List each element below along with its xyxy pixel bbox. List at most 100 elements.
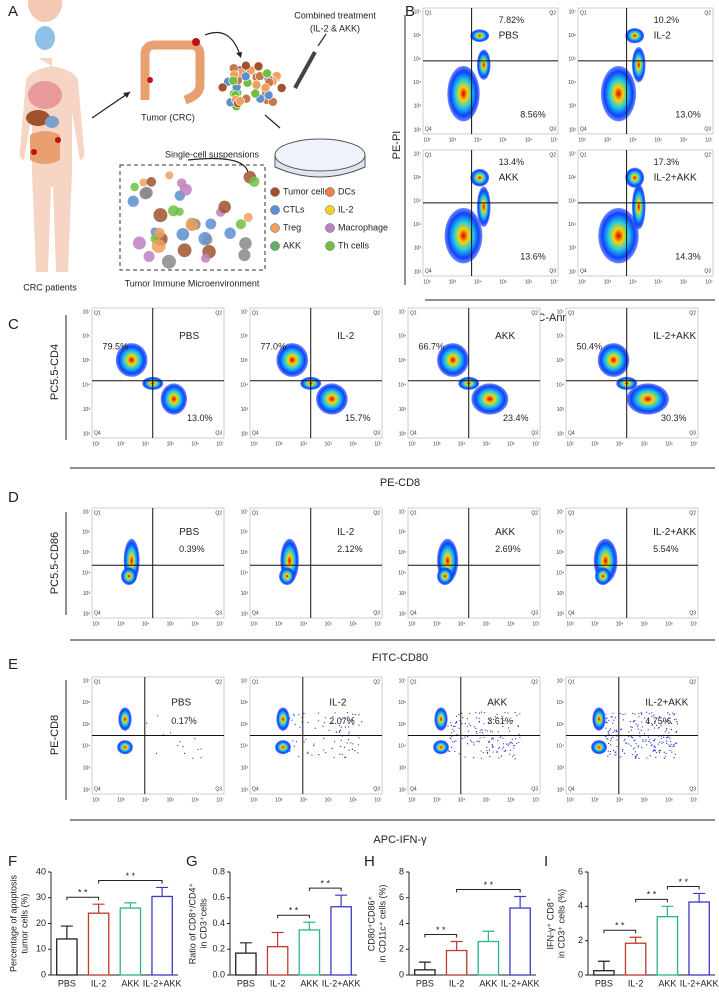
event-dot <box>507 727 510 729</box>
density-blob <box>118 707 132 731</box>
event-dot <box>646 744 648 746</box>
event-dot <box>612 731 614 734</box>
density-blob <box>592 707 606 731</box>
quadrant-label: Q4 <box>568 786 575 792</box>
quadrant-percent: 30.3% <box>661 413 687 423</box>
group-label: AKK <box>499 172 519 183</box>
event-dot <box>299 726 301 728</box>
x-tick-label: 10⁴ <box>458 441 466 447</box>
event-dot <box>458 753 460 755</box>
y-tick-label: 10³ <box>414 246 422 252</box>
group-label: IL-2+AKK <box>653 527 696 538</box>
y-tick-label: 10⁶ <box>398 334 406 340</box>
quadrant-percent: 3.61% <box>487 716 513 726</box>
event-dot <box>612 722 614 724</box>
event-dot <box>289 717 291 719</box>
event-dot <box>623 752 626 754</box>
y-tick-label: 10⁶ <box>568 33 576 39</box>
y-tick-label: 10⁵ <box>240 358 248 364</box>
event-dot <box>670 722 673 725</box>
cell-icon <box>253 61 264 72</box>
legend-icon <box>270 223 280 233</box>
event-dot <box>341 718 343 720</box>
event-dot <box>498 746 501 748</box>
density-blob <box>447 65 480 122</box>
y-tick-label: 10⁷ <box>83 509 91 515</box>
x-tick-label: 10⁷ <box>374 621 382 627</box>
x-tick-label: 10⁷ <box>550 279 558 285</box>
y-tick-label: 10⁴ <box>413 80 421 86</box>
y-tick-label: 10⁶ <box>556 700 564 706</box>
event-dot <box>635 743 637 745</box>
event-dot <box>670 743 672 745</box>
event-dot <box>339 730 341 732</box>
event-dot <box>673 745 675 748</box>
cell-icon <box>243 212 253 222</box>
quadrant-label: Q3 <box>689 786 696 792</box>
x-tick-label: 10⁶ <box>680 137 688 143</box>
density-blob <box>276 343 309 377</box>
event-dot <box>648 713 650 715</box>
event-dot <box>671 751 673 753</box>
group-label: IL-2 <box>654 30 672 41</box>
event-dot <box>473 744 475 746</box>
event-dot <box>669 721 672 724</box>
event-dot <box>634 739 636 741</box>
event-dot <box>447 725 449 727</box>
error-bar <box>514 895 527 909</box>
event-dot <box>658 749 660 751</box>
density-blob <box>437 567 453 585</box>
density-blob <box>595 567 611 585</box>
event-dot <box>675 742 678 744</box>
x-tick-label: 10² <box>578 279 586 285</box>
quadrant-label: Q4 <box>410 430 417 436</box>
x-tick-label: 10⁵ <box>325 797 333 803</box>
event-dot <box>622 719 624 721</box>
y-axis-title: IFN-γ⁺ CD8⁺ <box>545 897 555 949</box>
x-tick-label: 10⁵ <box>325 441 333 447</box>
x-tick-label: 10² <box>92 797 100 803</box>
event-dot <box>668 717 670 719</box>
event-dot <box>662 720 664 722</box>
event-dot <box>482 752 484 754</box>
event-dot <box>478 740 480 742</box>
event-dot <box>665 721 667 723</box>
axis-title: PE-PI <box>391 131 403 160</box>
y-tick-label: 10² <box>241 431 249 437</box>
event-dot <box>348 726 350 728</box>
event-dot <box>452 725 454 727</box>
y-tick-label: 10⁷ <box>241 678 249 684</box>
cell-icon <box>153 208 168 223</box>
y-tick-label: 0 <box>578 969 583 979</box>
event-dot <box>641 721 643 723</box>
event-dot <box>481 732 484 734</box>
group-label: IL-2 <box>337 331 355 342</box>
event-dot <box>519 736 521 739</box>
quadrant-label: Q2 <box>704 152 711 158</box>
event-dot <box>324 717 327 719</box>
bar <box>330 906 352 976</box>
event-dot <box>352 716 354 719</box>
event-dot <box>352 713 354 715</box>
significance-label: * * <box>615 921 625 931</box>
event-dot <box>348 731 350 733</box>
x-tick-label: 10⁷ <box>550 137 558 143</box>
event-dot <box>511 742 513 745</box>
event-dot <box>340 739 342 741</box>
y-tick-label: 10⁵ <box>568 57 576 63</box>
y-tick-label: 10³ <box>557 766 565 772</box>
event-dot <box>346 742 348 744</box>
y-tick-label: 10⁶ <box>240 700 248 706</box>
bar <box>151 895 173 976</box>
x-tick-label: 10⁵ <box>483 621 491 627</box>
density-blob <box>115 343 148 377</box>
x-tick-label: 10⁵ <box>641 797 649 803</box>
y-tick-label: 10⁶ <box>413 33 421 39</box>
event-dot <box>668 713 670 716</box>
event-dot <box>662 741 664 743</box>
event-dot <box>664 731 666 733</box>
density-blob <box>632 184 646 230</box>
event-dot <box>466 725 469 727</box>
